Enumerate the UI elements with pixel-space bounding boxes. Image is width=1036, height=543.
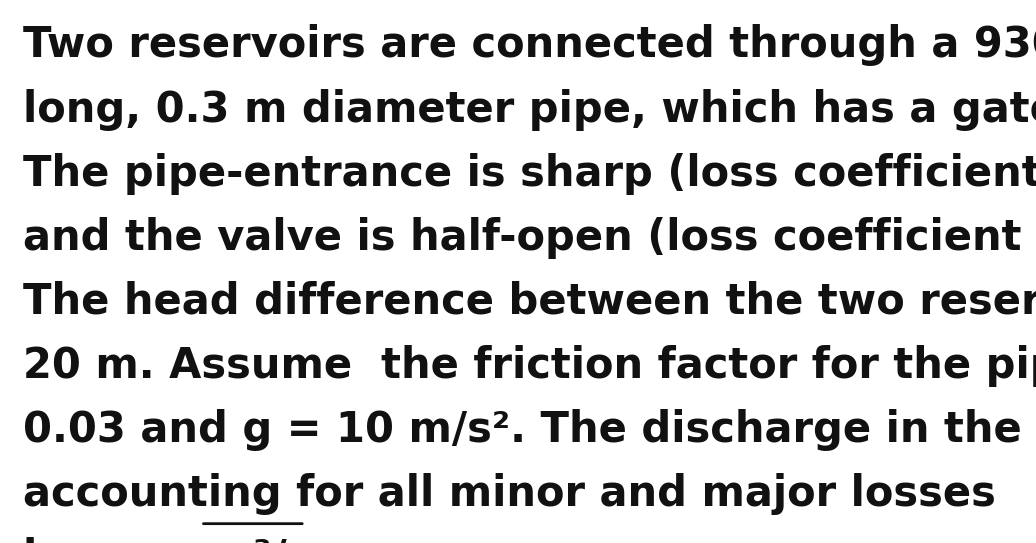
Text: The pipe-entrance is sharp (loss coefficient = 0.5): The pipe-entrance is sharp (loss coeffic… bbox=[23, 153, 1036, 194]
Text: is _____  m³/s.: is _____ m³/s. bbox=[23, 537, 327, 543]
Text: 0.03 and g = 10 m/s². The discharge in the pipe: 0.03 and g = 10 m/s². The discharge in t… bbox=[23, 409, 1036, 451]
Text: The head difference between the two reservoirs is: The head difference between the two rese… bbox=[23, 281, 1036, 323]
Text: Two reservoirs are connected through a 930 m: Two reservoirs are connected through a 9… bbox=[23, 24, 1036, 66]
Text: 20 m. Assume  the friction factor for the pipe as: 20 m. Assume the friction factor for the… bbox=[23, 345, 1036, 387]
Text: and the valve is half-open (loss coefficient = 5.5).: and the valve is half-open (loss coeffic… bbox=[23, 217, 1036, 258]
Text: accounting for all minor and major losses: accounting for all minor and major losse… bbox=[23, 473, 996, 515]
Text: long, 0.3 m diameter pipe, which has a gate valve.: long, 0.3 m diameter pipe, which has a g… bbox=[23, 89, 1036, 130]
